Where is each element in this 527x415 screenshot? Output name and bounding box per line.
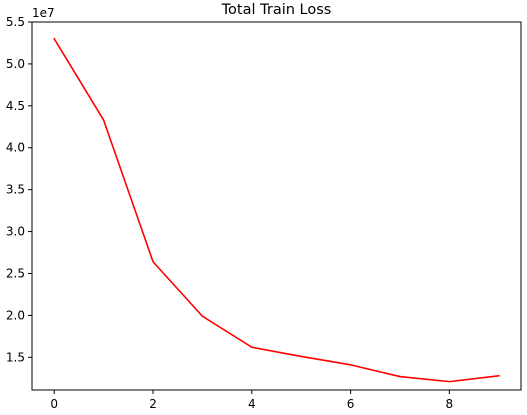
y-tick-label: 3.5 <box>6 183 25 197</box>
x-tick-label: 8 <box>446 397 454 411</box>
chart-title: Total Train Loss <box>221 2 332 18</box>
y-tick-label: 4.0 <box>6 141 25 155</box>
y-tick-label: 4.5 <box>6 99 25 113</box>
y-tick-label: 3.0 <box>6 225 25 239</box>
y-axis-offset-label: 1e7 <box>32 6 55 20</box>
series-group <box>53 37 500 383</box>
ticks: 0 2 4 6 8 1.5 2.0 2.5 3.0 3.5 4.0 4.5 5.0 5.5 <box>6 15 453 411</box>
y-tick-label: 1.5 <box>6 350 25 364</box>
plot-frame <box>31 21 522 391</box>
series-line <box>53 37 500 383</box>
y-tick-label: 2.5 <box>6 266 25 280</box>
x-tick-label: 6 <box>347 397 355 411</box>
y-tick-label: 5.0 <box>6 57 25 71</box>
axes <box>31 21 522 391</box>
y-tick-label: 5.5 <box>6 15 25 29</box>
x-tick-label: 4 <box>248 397 256 411</box>
x-tick-label: 2 <box>149 397 157 411</box>
x-tick-label: 0 <box>50 397 58 411</box>
y-tick-label: 2.0 <box>6 308 25 322</box>
